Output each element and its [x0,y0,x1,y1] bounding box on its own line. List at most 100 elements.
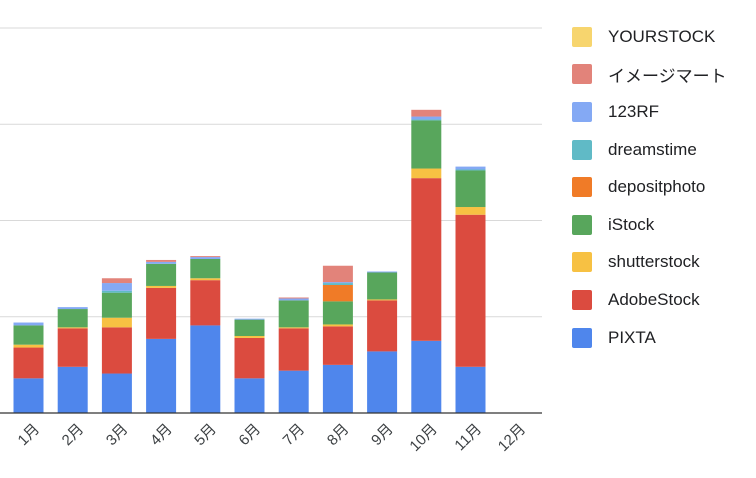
bar-segment-6-2 [234,337,265,379]
bar-segment-11-6 [455,169,486,171]
bar-segment-7-4 [278,300,309,328]
bar-segment-2-1 [57,366,88,413]
bar-segment-2-7 [57,307,88,310]
legend-label: dreamstime [608,139,697,159]
bar-segment-1-1 [13,378,44,413]
bar-segment-9-4 [367,272,398,300]
legend-label: イメージマート [608,66,727,86]
bar-segment-8-1 [322,364,353,413]
bar-segment-4-4 [146,263,177,286]
legend-label: depositphoto [608,177,706,197]
bar-segment-2-2 [57,328,88,367]
bar-segment-4-8 [146,259,177,262]
bar-segment-10-6 [411,119,442,121]
legend: YOURSTOCK イメージマート 123RF dreamstime depositph… [572,18,727,356]
bar-segment-5-8 [190,256,221,258]
x-tick-label: 11月 [451,421,485,455]
bar-segment-1-4 [13,325,44,345]
bar-segment-1-7 [13,322,44,326]
bar-segment-9-2 [367,300,398,352]
x-tick-label: 2月 [59,421,88,450]
legend-label: AdobeStock [608,289,700,309]
bar-segment-8-5 [322,284,353,302]
bar-segment-10-2 [411,178,442,341]
bar-segment-2-4 [57,309,88,328]
bar-segment-6-3 [234,336,265,338]
bar-segment-8-8 [322,265,353,283]
legend-item: イメージマート [572,56,727,94]
bar-segment-6-1 [234,378,265,413]
legend-item: PIXTA [572,319,727,357]
bar-segment-11-7 [455,166,486,170]
bar-segment-11-4 [455,170,486,208]
bar-segment-8-2 [322,326,353,365]
x-tick-label: 6月 [236,421,265,450]
legend-item: dreamstime [572,131,727,169]
legend-item: YOURSTOCK [572,18,727,56]
bar-segment-4-7 [146,261,177,264]
legend-label: PIXTA [608,327,656,347]
bar-segment-10-1 [411,340,442,413]
legend-swatch [572,252,592,273]
legend-item: depositphoto [572,168,727,206]
bar-segment-5-2 [190,280,221,326]
legend-label: YOURSTOCK [608,26,716,46]
bar-segment-9-3 [367,299,398,301]
x-tick-label: 4月 [147,421,176,450]
x-tick-label: 1月 [15,421,44,450]
bar-segment-10-8 [411,109,442,117]
bar-segment-6-7 [234,318,265,320]
bar-segment-11-2 [455,214,486,367]
bar-segment-10-4 [411,120,442,169]
bar-segment-7-1 [278,370,309,413]
legend-item: 123RF [572,93,727,131]
legend-swatch [572,139,592,160]
legend-label: shutterstock [608,252,700,272]
bar-segment-4-3 [146,285,177,288]
legend-item: AdobeStock [572,281,727,319]
bar-segment-11-3 [455,207,486,215]
x-tick-label: 10月 [406,421,440,455]
x-tick-labels: 1月 2月 3月 4月 5月 6月 7月 8月 9月 10月 11月 12月 [15,421,530,455]
bar-segment-3-2 [101,327,132,374]
bar-segment-7-2 [278,328,309,371]
bar-segment-5-4 [190,259,221,279]
legend-swatch [572,101,592,122]
bar-segment-3-4 [101,292,132,318]
bar-segment-7-8 [278,297,309,299]
legend-swatch [572,64,592,85]
bar-segment-8-4 [322,301,353,325]
gridlines [0,27,542,318]
legend-label: iStock [608,214,655,234]
bar-segment-7-3 [278,327,309,329]
bar-segment-1-3 [13,344,44,348]
x-tick-label: 9月 [368,421,397,450]
x-tick-label: 8月 [324,421,353,450]
bar-segment-11-1 [455,366,486,413]
legend-swatch [572,214,592,235]
bar-segment-8-6 [322,283,353,285]
bar-segment-5-7 [190,257,221,259]
legend-item: shutterstock [572,244,727,282]
bar-segment-3-6 [101,290,132,293]
legend-swatch [572,177,592,198]
bar-segment-3-3 [101,317,132,328]
bar-segment-10-3 [411,168,442,179]
bar-segment-3-1 [101,373,132,413]
bar-segment-4-1 [146,338,177,413]
bar-segment-7-7 [278,298,309,301]
bar-segment-10-7 [411,116,442,120]
bar-segment-2-3 [57,327,88,329]
bar-segment-5-1 [190,325,221,413]
bar-segment-9-1 [367,351,398,413]
x-tick-label: 5月 [191,421,220,450]
x-tick-label: 7月 [280,421,309,450]
legend-swatch [572,289,592,310]
legend-item: iStock [572,206,727,244]
bar-segment-3-7 [101,283,132,291]
legend-swatch [572,26,592,47]
bar-segment-1-2 [13,347,44,379]
x-tick-label: 12月 [495,421,529,455]
bar-segment-9-7 [367,271,398,273]
